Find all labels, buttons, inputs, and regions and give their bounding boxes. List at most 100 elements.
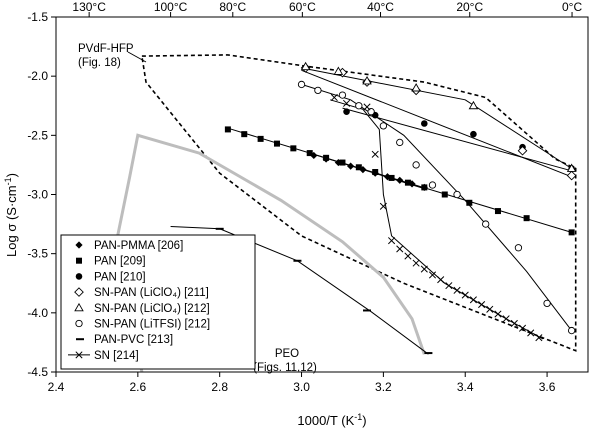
point-sn-214 <box>535 334 543 342</box>
y-axis-ticks: -4.5 -4.0 -3.5 -3.0 -2.5 -2.0 -1.5 <box>27 10 56 379</box>
legend-label-pan-210: PAN [210] <box>94 271 146 283</box>
point-sn-pan-liclo-212 <box>566 163 577 172</box>
region-peo <box>91 133 426 355</box>
fit-line <box>301 83 572 331</box>
point-sn-pan-litfsi-212 <box>379 122 388 130</box>
point-sn-214 <box>502 315 510 323</box>
y-tick-label: -1.5 <box>27 10 48 24</box>
point-pan-209 <box>568 229 575 236</box>
top-tick-label: 100°C <box>154 0 188 14</box>
point-sn-pan-litfsi-212 <box>412 161 420 169</box>
point-pan-210 <box>470 130 477 138</box>
point-pan-209 <box>257 135 264 142</box>
point-pan-209 <box>494 208 501 215</box>
top-tick-label: 20°C <box>456 0 483 14</box>
point-sn-pan-liclo-211 <box>517 145 528 156</box>
fit-line <box>301 67 572 169</box>
legend-label-pan-pvc-213: PAN-PVC [213] <box>94 334 173 346</box>
y-tick-label: -2.0 <box>27 69 48 83</box>
point-sn-pan-litfsi-212 <box>514 244 523 252</box>
point-pan-210 <box>343 108 350 115</box>
point-pan-210 <box>421 120 428 127</box>
point-sn-214 <box>445 282 453 290</box>
legend: PAN-PMMA [206] PAN [209] PAN [210] SN-PAN (… <box>60 234 256 370</box>
legend-marker-pan-210 <box>75 273 83 280</box>
point-pan-209 <box>388 174 395 181</box>
point-sn-214 <box>330 93 338 102</box>
point-sn-pan-litfsi-212 <box>543 299 551 308</box>
legend-label-sn-pan-liclo-212: SN-PAN (LiClO₄) [212] <box>94 303 210 315</box>
point-sn-214 <box>420 265 428 273</box>
x-tick-label: 2.6 <box>130 380 147 394</box>
top-tick-label: 40°C <box>367 0 394 14</box>
point-sn-214 <box>518 324 527 332</box>
y-tick-label: -2.5 <box>27 128 48 142</box>
point-pan-209 <box>404 179 411 186</box>
point-sn-214 <box>343 99 351 107</box>
point-sn-214 <box>469 296 477 304</box>
point-sn-214 <box>486 305 494 313</box>
point-pan-209 <box>224 126 231 133</box>
point-sn-214 <box>371 150 379 158</box>
point-sn-214 <box>404 252 412 260</box>
point-pan-pmma-206 <box>396 176 404 184</box>
x-tick-label: 3.0 <box>293 380 310 394</box>
fit-line <box>342 107 572 172</box>
legend-marker-sn-pan-liclo-212 <box>74 302 84 312</box>
point-sn-pan-litfsi-212 <box>482 220 490 228</box>
point-sn-214 <box>412 259 420 267</box>
pvdf-annotation: PVdF-HFP <box>78 43 134 55</box>
point-sn-pan-litfsi-212 <box>428 181 437 189</box>
x-tick-label: 2.8 <box>211 380 228 394</box>
legend-label-sn-214: SN [214] <box>94 350 139 362</box>
point-pan-pmma-206 <box>347 162 355 170</box>
top-temperature-axis: 130°C 100°C 80°C 60°C 40°C 20°C 0°C <box>72 0 582 17</box>
point-sn-pan-litfsi-212 <box>396 138 404 147</box>
legend-marker-sn-pan-liclo-211 <box>74 287 84 297</box>
point-pan-209 <box>355 164 362 171</box>
legend-label-pan-pmma-206: PAN-PMMA [206] <box>94 240 183 252</box>
legend-label-sn-pan-litfsi-212: SN-PAN (LiTFSI) [212] <box>94 319 210 331</box>
point-sn-pan-liclo-212 <box>300 61 311 71</box>
point-sn-pan-liclo-212 <box>333 66 344 75</box>
point-pan-209 <box>523 215 530 222</box>
point-sn-pan-litfsi-212 <box>453 190 461 199</box>
point-sn-214 <box>363 103 371 111</box>
peo-annotation-ref: (Figs. 11,12) <box>253 362 317 374</box>
legend-marker-sn-pan-litfsi-212 <box>75 319 83 328</box>
point-sn-214 <box>437 276 445 284</box>
x-tick-label: 2.4 <box>48 380 65 394</box>
fit-line <box>330 99 544 340</box>
legend-box <box>60 234 256 370</box>
point-sn-pan-liclo-212 <box>468 100 479 110</box>
point-sn-214 <box>461 291 469 299</box>
top-tick-label: 60°C <box>289 0 316 14</box>
y-tick-label: -3.5 <box>27 247 48 261</box>
peo-annotation: PEO <box>275 348 299 360</box>
point-sn-214 <box>527 329 535 337</box>
point-pan-209 <box>290 145 297 152</box>
fit-line <box>301 69 572 178</box>
legend-label-pan-209: PAN [209] <box>94 256 146 268</box>
legend-marker-pan-209 <box>76 257 82 264</box>
point-pan-pmma-206 <box>310 151 318 160</box>
x-tick-label: 3.6 <box>539 380 556 394</box>
point-sn-pan-liclo-211 <box>566 170 577 181</box>
y-tick-label: -4.0 <box>27 306 48 320</box>
point-sn-pan-liclo-212 <box>362 75 372 85</box>
point-sn-pan-litfsi-212 <box>297 80 306 89</box>
legend-label-sn-pan-liclo-211: SN-PAN (LiClO₄) [211] <box>94 287 209 299</box>
y-tick-label: -4.5 <box>27 365 48 379</box>
point-sn-214 <box>396 245 404 253</box>
point-sn-214 <box>478 300 486 309</box>
point-sn-pan-litfsi-212 <box>567 326 576 335</box>
x-axis-title: 1000/T (K-1) <box>297 412 366 428</box>
data-markers <box>215 61 577 355</box>
x-tick-label: 3.2 <box>375 380 392 394</box>
point-pan-209 <box>339 159 346 166</box>
point-pan-209 <box>441 191 448 198</box>
point-sn-pan-liclo-212 <box>411 83 421 92</box>
point-sn-214 <box>510 319 518 328</box>
x-axis-ticks: 2.4 2.6 2.8 3.0 3.2 3.4 3.6 <box>48 372 556 394</box>
